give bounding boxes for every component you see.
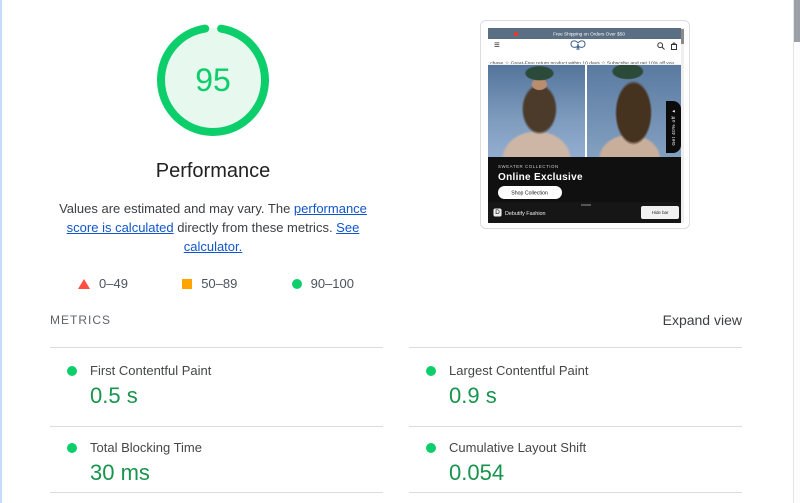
legend-item-pass: 90–100 xyxy=(291,276,354,291)
page-screenshot-thumbnail[interactable]: Free Shipping on Orders Over $50 ≡ chase… xyxy=(480,20,690,229)
score-legend: 0–49 50–89 90–100 xyxy=(78,276,354,291)
metric-value: 0.054 xyxy=(449,460,505,485)
header-icons xyxy=(657,42,678,50)
preview-ticker-bar: chase ☆ Great-Free return product within… xyxy=(488,53,684,65)
legend-pass-range: 90–100 xyxy=(310,276,354,291)
metric-label: Total Blocking Time xyxy=(90,440,202,455)
preview-promo-section: SWEATER COLLECTION Online Exclusive Shop… xyxy=(488,157,684,202)
performance-score-value: 95 xyxy=(195,61,231,98)
page-scrollbar-thumb[interactable] xyxy=(794,0,800,42)
hide-bar-button: Hide bar xyxy=(640,206,679,219)
hide-bar-label: Hide bar xyxy=(651,210,669,215)
divider xyxy=(50,492,383,493)
site-screenshot: Free Shipping on Orders Over $50 ≡ chase… xyxy=(488,28,684,223)
performance-title: Performance xyxy=(155,160,271,182)
metric-value: 30 ms xyxy=(90,460,150,485)
preview-hero-images xyxy=(488,65,684,157)
window-left-edge xyxy=(0,0,2,503)
performance-score-gauge[interactable]: 95 xyxy=(155,22,271,138)
shop-collection-button: Shop Collection xyxy=(498,186,562,199)
metrics-section-label: METRICS xyxy=(50,313,111,327)
metric-cumulative-layout-shift: Cumulative Layout Shift 0.054 xyxy=(409,426,742,492)
metric-largest-contentful-paint: Largest Contentful Paint 0.9 s xyxy=(409,347,742,426)
preview-bottom-bar: D Debutify Fashion Hide bar xyxy=(488,202,684,223)
page-scrollbar[interactable] xyxy=(793,0,800,503)
butterfly-logo-icon xyxy=(570,40,586,51)
gauge-ring-svg xyxy=(157,23,269,136)
metric-label: Largest Contentful Paint xyxy=(449,363,589,378)
preview-scrollbar xyxy=(681,28,684,223)
description-text-middle: directly from these metrics. xyxy=(173,220,337,235)
hero-image-front xyxy=(488,65,585,157)
ribbon-arrow-icon: ▸ xyxy=(670,108,677,115)
bottom-bar-handle xyxy=(581,204,591,206)
banner-tag-icon xyxy=(513,31,518,36)
pass-circle-icon xyxy=(291,278,302,289)
legend-item-fail: 0–49 xyxy=(78,276,128,291)
metric-value: 0.5 s xyxy=(90,383,138,408)
shop-collection-label: Shop Collection xyxy=(511,189,549,196)
hamburger-menu-icon: ≡ xyxy=(494,40,500,51)
metric-pass-dot-icon xyxy=(67,366,77,376)
metric-pass-dot-icon xyxy=(426,366,436,376)
cart-icon xyxy=(671,42,677,50)
metrics-bottom-dividers xyxy=(50,492,742,493)
banner-text: Free Shipping on Orders Over $50 xyxy=(553,30,625,37)
metric-label: First Contentful Paint xyxy=(90,363,212,378)
score-description: Values are estimated and may vary. The p… xyxy=(44,199,382,256)
preview-announcement-banner: Free Shipping on Orders Over $50 xyxy=(488,28,684,39)
metric-pass-dot-icon xyxy=(426,443,436,453)
performance-summary: 95 Performance Values are estimated and … xyxy=(40,0,386,291)
brand-logo-icon: D xyxy=(493,208,502,217)
legend-item-average: 50–89 xyxy=(182,276,237,291)
legend-fail-range: 0–49 xyxy=(99,276,128,291)
metric-value: 0.9 s xyxy=(449,383,497,408)
description-text-before: Values are estimated and may vary. The xyxy=(59,201,294,216)
fail-triangle-icon xyxy=(78,278,90,289)
ticker-text: chase ☆ Great-Free return product within… xyxy=(490,60,675,65)
collection-label: SWEATER COLLECTION xyxy=(498,164,559,169)
brand-block: D Debutify Fashion xyxy=(493,208,573,218)
see-calculator-link[interactable]: See calculator. xyxy=(183,220,360,254)
discount-ribbon: Get 40% off ▸ xyxy=(666,101,681,153)
metrics-header: METRICS Expand view xyxy=(50,312,742,328)
promo-headline: Online Exclusive xyxy=(498,172,583,183)
legend-average-range: 50–89 xyxy=(201,276,238,291)
metric-label: Cumulative Layout Shift xyxy=(449,440,587,455)
search-icon xyxy=(657,42,665,50)
performance-score-calculated-link[interactable]: performance score is calculated xyxy=(66,201,367,235)
metric-total-blocking-time: Total Blocking Time 30 ms xyxy=(50,426,383,492)
preview-scrollbar-thumb xyxy=(681,29,684,44)
metric-pass-dot-icon xyxy=(67,443,77,453)
brand-name: Debutify Fashion xyxy=(505,209,546,216)
preview-site-header: ≡ xyxy=(488,39,684,53)
average-square-icon xyxy=(182,278,193,289)
expand-view-button[interactable]: Expand view xyxy=(662,312,742,328)
ribbon-text: Get 40% off ▸ xyxy=(670,108,677,146)
divider xyxy=(409,492,742,493)
metrics-grid: First Contentful Paint 0.5 s Largest Con… xyxy=(50,347,742,492)
metric-first-contentful-paint: First Contentful Paint 0.5 s xyxy=(50,347,383,426)
